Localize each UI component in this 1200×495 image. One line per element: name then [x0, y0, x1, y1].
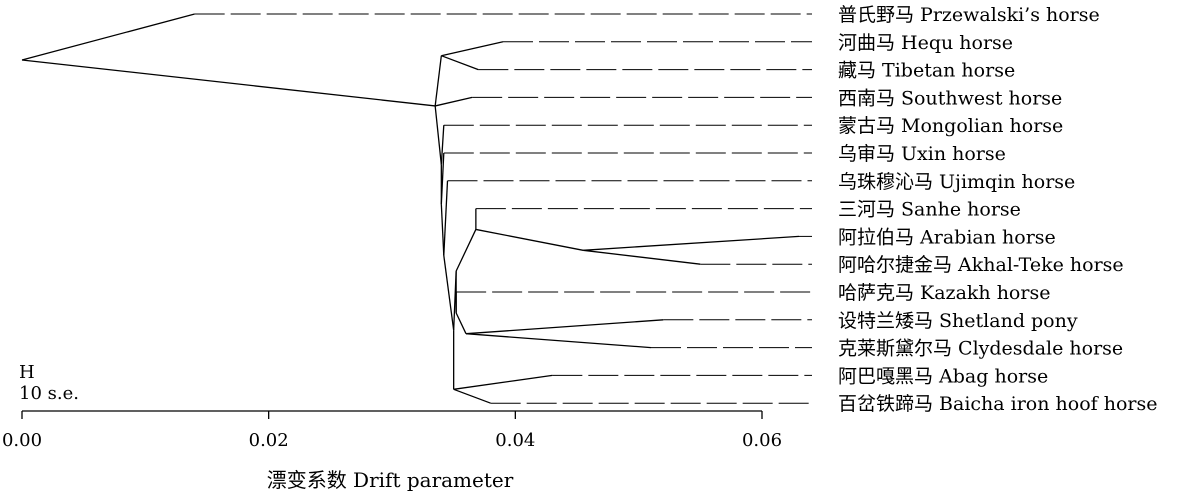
leaf-label-przewalski: 普氏野马 Przewalski’s horse	[838, 4, 1100, 26]
leaf-label-tibetan: 藏马 Tibetan horse	[838, 60, 1015, 82]
leaf-label-ujimqin: 乌珠穆沁马 Ujimqin horse	[838, 171, 1075, 193]
x-tick-label-3: 0.06	[742, 430, 782, 451]
branch-baicha	[453, 388, 491, 404]
tree-branches	[21, 13, 800, 404]
branch-southwest	[435, 96, 473, 107]
leaf-label-sanhe: 三河马 Sanhe horse	[838, 199, 1021, 221]
leaf-label-akhalteke: 阿哈尔捷金马 Akhal-Teke horse	[838, 254, 1124, 276]
leaf-dashes	[194, 13, 812, 404]
leaf-label-mongolian: 蒙古马 Mongolian horse	[838, 115, 1063, 137]
branch-akhalteke	[583, 249, 701, 265]
branch-N3	[434, 105, 442, 165]
branch-N5	[440, 204, 445, 256]
branch-tibetan	[441, 55, 479, 71]
x-tick-label-2: 0.04	[495, 430, 535, 451]
branch-clydesdale	[465, 333, 652, 349]
branch-hequ	[441, 41, 504, 57]
leaf-label-shetland: 设特兰矮马 Shetland pony	[838, 310, 1078, 332]
branch-przewalski	[21, 13, 195, 61]
x-tick-label-0: 0.00	[2, 430, 42, 451]
branch-N2	[434, 55, 442, 107]
x-axis-ticks: 0.00 0.02 0.04 0.06	[2, 411, 782, 451]
branch-shetland	[465, 319, 664, 335]
leaf-label-baicha: 百岔铁蹄马 Baicha iron hoof horse	[838, 393, 1157, 415]
leaf-label-arabian: 阿拉伯马 Arabian horse	[838, 226, 1056, 248]
leaf-label-clydesdale: 克莱斯黛尔马 Clydesdale horse	[838, 338, 1123, 360]
branch-mongolian	[440, 125, 445, 165]
branch-N11	[455, 312, 467, 334]
leaf-label-southwest: 西南马 Southwest horse	[838, 87, 1062, 109]
branch-N9	[475, 228, 584, 251]
scale-legend-se: 10 s.e.	[19, 383, 79, 404]
x-axis-title: 漂变系数 Drift parameter	[267, 468, 514, 492]
branch-arabian	[583, 235, 800, 251]
branch-uxin	[440, 152, 445, 205]
branch-N1	[21, 59, 436, 107]
x-tick-label-1: 0.02	[249, 430, 289, 451]
leaf-label-hequ: 河曲马 Hequ horse	[838, 32, 1013, 54]
leaf-labels: 普氏野马 Przewalski’s horse 河曲马 Hequ horse 藏马 …	[838, 4, 1157, 415]
branch-ujimqin	[443, 180, 449, 256]
x-axis: 0.00 0.02 0.04 0.06	[2, 410, 782, 451]
leaf-label-kazakh: 哈萨克马 Kazakh horse	[838, 282, 1050, 304]
leaf-label-uxin: 乌审马 Uxin horse	[838, 143, 1006, 165]
scale-legend-h: H	[19, 362, 35, 383]
branch-N6	[443, 255, 455, 331]
branch-abag	[453, 374, 553, 390]
branch-N8	[455, 229, 477, 272]
leaf-label-abag: 阿巴嘎黑马 Abag horse	[838, 365, 1048, 387]
